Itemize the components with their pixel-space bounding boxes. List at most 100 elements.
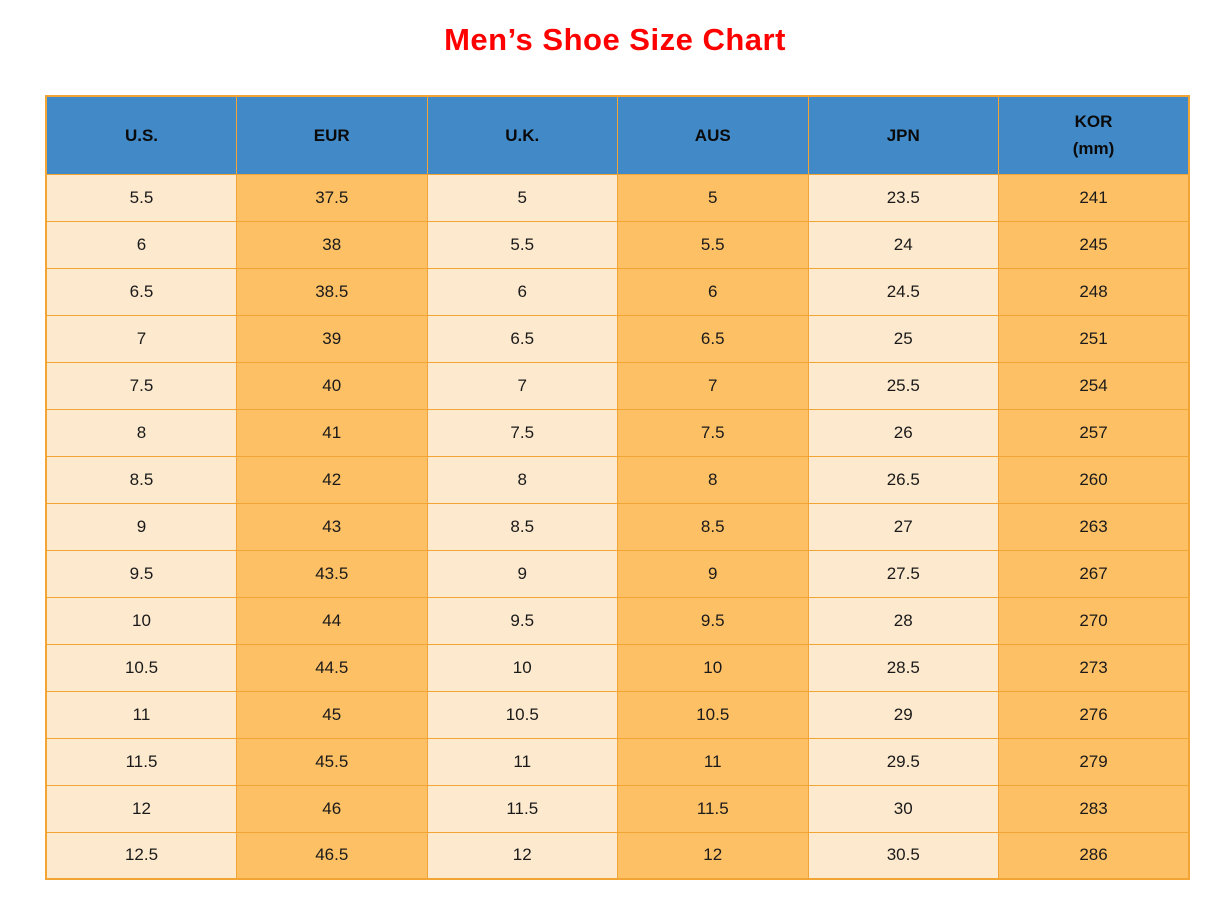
table-cell: 9.5: [617, 596, 809, 645]
table-cell: 7.5: [617, 408, 809, 457]
table-cell: 6.5: [426, 314, 618, 363]
table-cell: 8.5: [617, 502, 809, 551]
table-cell: 43: [236, 502, 428, 551]
table-cell: 251: [998, 314, 1190, 363]
table-cell: 279: [998, 737, 1190, 786]
table-cell: 254: [998, 361, 1190, 410]
table-cell: 25: [807, 314, 999, 363]
table-cell: 6: [45, 220, 237, 269]
shoe-size-table: U.S. EUR U.K. AUS JPN KOR (mm) 5.5 37.5 5 5 23.5 24…: [45, 95, 1190, 880]
table-row: 7 39 6.5 6.5 25 251: [45, 314, 1190, 363]
table-cell: 38: [236, 220, 428, 269]
table-cell: 11: [45, 690, 237, 739]
table-cell: 11: [426, 737, 618, 786]
table-row: 6 38 5.5 5.5 24 245: [45, 220, 1190, 269]
header-cell-us: U.S.: [45, 95, 237, 175]
table-cell: 8: [426, 455, 618, 504]
table-cell: 5.5: [617, 220, 809, 269]
table-cell: 41: [236, 408, 428, 457]
table-cell: 8: [617, 455, 809, 504]
table-cell: 9.5: [426, 596, 618, 645]
table-cell: 286: [998, 831, 1190, 880]
table-cell: 25.5: [807, 361, 999, 410]
table-row: 11 45 10.5 10.5 29 276: [45, 690, 1190, 739]
table-cell: 10: [426, 643, 618, 692]
table-cell: 6: [426, 267, 618, 316]
table-cell: 27.5: [807, 549, 999, 598]
table-cell: 7: [45, 314, 237, 363]
table-cell: 24.5: [807, 267, 999, 316]
table-cell: 46.5: [236, 831, 428, 880]
table-cell: 23.5: [807, 173, 999, 222]
table-cell: 45: [236, 690, 428, 739]
table-cell: 28.5: [807, 643, 999, 692]
header-cell-jpn: JPN: [807, 95, 999, 175]
table-row: 9.5 43.5 9 9 27.5 267: [45, 549, 1190, 598]
table-cell: 44.5: [236, 643, 428, 692]
header-cell-kor: KOR (mm): [998, 95, 1190, 175]
table-row: 6.5 38.5 6 6 24.5 248: [45, 267, 1190, 316]
header-label: U.K.: [505, 125, 540, 145]
table-cell: 30.5: [807, 831, 999, 880]
table-cell: 43.5: [236, 549, 428, 598]
header-row: U.S. EUR U.K. AUS JPN KOR (mm): [45, 95, 1190, 175]
page-title: Men’s Shoe Size Chart: [444, 22, 786, 57]
table-cell: 9: [617, 549, 809, 598]
table-cell: 37.5: [236, 173, 428, 222]
table-cell: 29: [807, 690, 999, 739]
table-cell: 7: [617, 361, 809, 410]
table-cell: 6: [617, 267, 809, 316]
table-cell: 28: [807, 596, 999, 645]
table-cell: 9: [45, 502, 237, 551]
table-cell: 241: [998, 173, 1190, 222]
table-row: 5.5 37.5 5 5 23.5 241: [45, 173, 1190, 222]
table-cell: 5: [426, 173, 618, 222]
table-row: 12 46 11.5 11.5 30 283: [45, 784, 1190, 833]
table-cell: 10: [45, 596, 237, 645]
table-cell: 38.5: [236, 267, 428, 316]
table-cell: 24: [807, 220, 999, 269]
header-label: EUR: [313, 125, 350, 145]
table-cell: 10: [617, 643, 809, 692]
table-row: 8.5 42 8 8 26.5 260: [45, 455, 1190, 504]
header-cell-uk: U.K.: [426, 95, 618, 175]
table-cell: 30: [807, 784, 999, 833]
table-cell: 8: [45, 408, 237, 457]
header-cell-eur: EUR: [236, 95, 428, 175]
table-cell: 9: [426, 549, 618, 598]
table-cell: 276: [998, 690, 1190, 739]
table-cell: 273: [998, 643, 1190, 692]
table-cell: 248: [998, 267, 1190, 316]
table-row: 7.5 40 7 7 25.5 254: [45, 361, 1190, 410]
table-cell: 11.5: [426, 784, 618, 833]
table-cell: 26.5: [807, 455, 999, 504]
table-cell: 46: [236, 784, 428, 833]
table-cell: 6.5: [617, 314, 809, 363]
table-cell: 8.5: [45, 455, 237, 504]
table-cell: 11: [617, 737, 809, 786]
table-cell: 27: [807, 502, 999, 551]
table-row: 9 43 8.5 8.5 27 263: [45, 502, 1190, 551]
table-cell: 6.5: [45, 267, 237, 316]
table-cell: 12.5: [45, 831, 237, 880]
header-label: JPN: [886, 125, 920, 145]
header-label: AUS: [694, 125, 731, 145]
table-cell: 40: [236, 361, 428, 410]
table-cell: 5.5: [426, 220, 618, 269]
table-row: 10 44 9.5 9.5 28 270: [45, 596, 1190, 645]
table-row: 10.5 44.5 10 10 28.5 273: [45, 643, 1190, 692]
header-sublabel: (mm): [1072, 139, 1115, 159]
table-cell: 11.5: [617, 784, 809, 833]
table-cell: 270: [998, 596, 1190, 645]
table-cell: 12: [617, 831, 809, 880]
table-cell: 9.5: [45, 549, 237, 598]
table-cell: 12: [426, 831, 618, 880]
table-cell: 245: [998, 220, 1190, 269]
table-row: 12.5 46.5 12 12 30.5 286: [45, 831, 1190, 880]
table-cell: 10.5: [45, 643, 237, 692]
table-cell: 283: [998, 784, 1190, 833]
header-cell-aus: AUS: [617, 95, 809, 175]
table-cell: 11.5: [45, 737, 237, 786]
table-cell: 12: [45, 784, 237, 833]
